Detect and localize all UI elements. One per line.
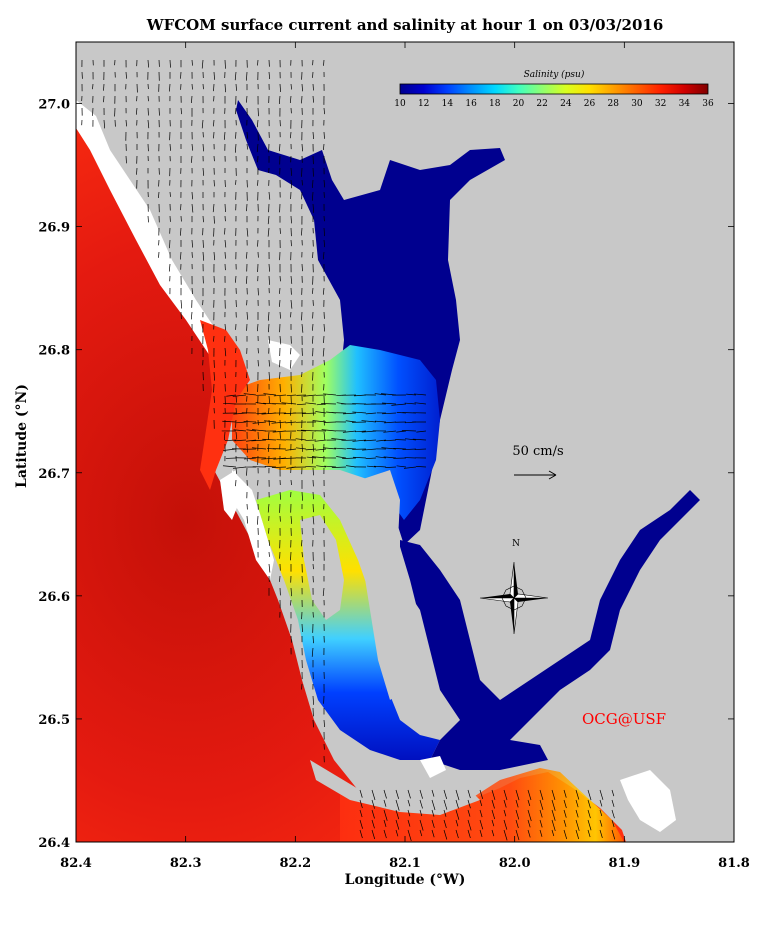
island-pine-main (356, 470, 420, 700)
colorbar-tick-label: 28 (608, 99, 620, 109)
y-tick-label: 26.6 (38, 590, 70, 605)
colorbar-tick-label: 16 (465, 99, 477, 109)
island-pine (300, 515, 344, 620)
scale-arrow: 50 cm/s (512, 444, 564, 480)
colorbar-ticks: 10 12 14 16 18 20 22 24 26 28 30 32 34 36 (394, 99, 714, 109)
y-tick-label: 26.9 (38, 221, 70, 236)
colorbar-tick-label: 18 (489, 99, 501, 109)
x-tick-label: 82.3 (170, 856, 202, 871)
current-vectors (81, 59, 616, 842)
y-tick-label: 26.5 (38, 713, 70, 728)
credit-label: OCG@USF (582, 710, 666, 728)
x-tick-label: 82.4 (60, 856, 92, 871)
gulf-water (76, 128, 626, 842)
colorbar-title: Salinity (psu) (524, 69, 585, 80)
island-sanibel (310, 760, 480, 815)
colorbar: Salinity (psu) 10 12 14 16 18 20 22 24 26 28 30 32 3… (394, 69, 714, 109)
colorbar-swatch (399, 83, 709, 95)
colorbar-tick-label: 26 (584, 99, 596, 109)
colorbar-tick-label: 14 (442, 99, 454, 109)
y-tick-label: 26.8 (38, 344, 70, 359)
caloosahatchee-river (400, 490, 700, 770)
island-south (420, 756, 446, 778)
figure-title: WFCOM surface current and salinity at ho… (146, 16, 664, 34)
colorbar-tick-label: 20 (513, 99, 525, 109)
x-tick-label: 82.1 (389, 856, 421, 871)
axis-ticks (75, 42, 735, 843)
colorbar-tick-label: 24 (560, 99, 572, 109)
x-tick-label: 81.8 (718, 856, 750, 871)
x-tick-label: 81.9 (608, 856, 640, 871)
scale-arrow-label: 50 cm/s (512, 444, 563, 459)
colorbar-tick-label: 22 (536, 99, 547, 109)
colorbar-tick-label: 10 (394, 99, 406, 109)
map-content (76, 42, 734, 842)
compass-north-label: N (512, 539, 520, 549)
pine-island-sound (256, 490, 440, 760)
y-tick-label: 26.7 (38, 467, 70, 482)
island-gasparilla (220, 470, 240, 520)
harbor-inlet (200, 320, 250, 490)
colorbar-tick-label: 30 (631, 99, 643, 109)
colorbar-tick-label: 32 (655, 99, 666, 109)
island-small-east (620, 770, 676, 832)
x-tick-label: 82.0 (499, 856, 531, 871)
compass-icon: N (479, 539, 549, 635)
island-cayo (268, 340, 300, 370)
axis-tick-labels: 82.4 82.3 82.2 82.1 82.0 81.9 81.8 27.0 26.9 26.8… (38, 98, 750, 871)
x-tick-label: 82.2 (279, 856, 311, 871)
colorbar-tick-label: 34 (679, 99, 691, 109)
coastal-shoal (76, 100, 238, 372)
x-axis-label: Longitude (°W) (344, 872, 466, 888)
y-tick-label: 27.0 (38, 98, 70, 113)
colorbar-tick-label: 12 (418, 99, 429, 109)
coastal-shoal-2 (232, 470, 274, 580)
y-tick-label: 26.4 (38, 836, 70, 851)
colorbar-tick-label: 36 (702, 99, 714, 109)
